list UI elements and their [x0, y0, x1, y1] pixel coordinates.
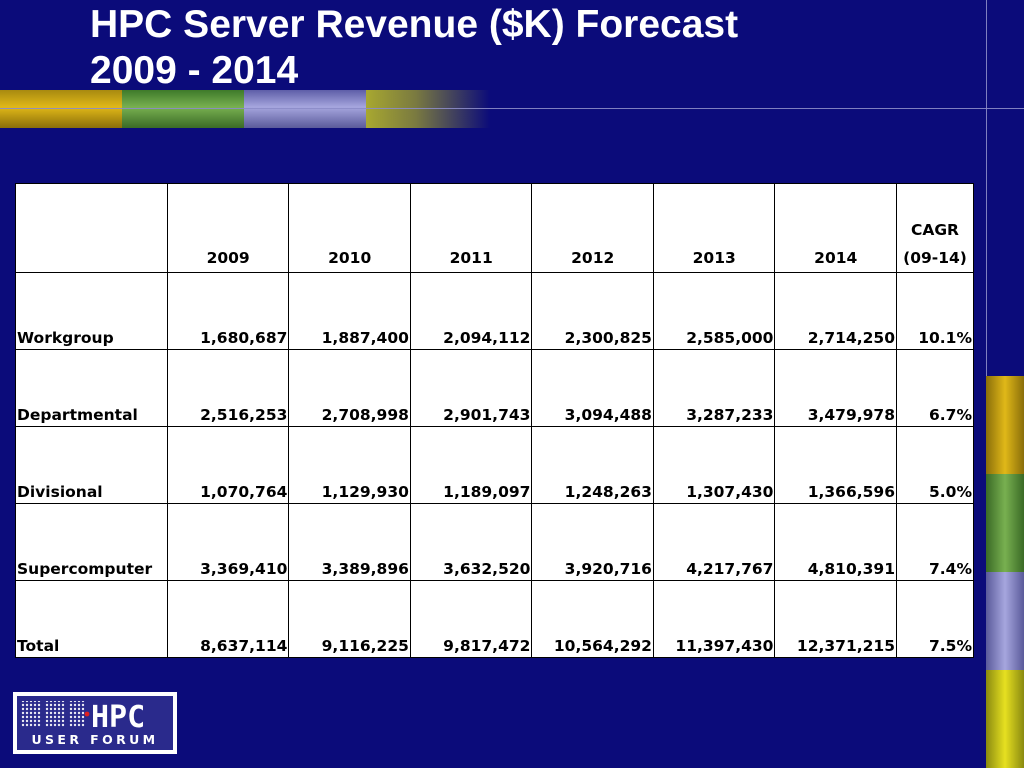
band-block-gold	[0, 90, 122, 128]
right-band-yellow	[986, 670, 1024, 768]
band-block-green	[122, 90, 244, 128]
right-band-gold	[986, 376, 1024, 474]
cagr-cell: 10.1%	[895, 272, 975, 350]
cagr-cell: 5.0%	[895, 426, 975, 504]
table-row-supercomputer: Supercomputer 3,369,410 3,389,896 3,632,…	[15, 503, 975, 581]
value-cell: 2,094,112	[409, 272, 533, 350]
row-label: Divisional	[15, 426, 168, 504]
header-cell-2009: 2009	[166, 183, 290, 273]
value-cell: 2,516,253	[166, 349, 290, 427]
cagr-cell: 7.4%	[895, 503, 975, 581]
table-header-row: 2009 2010 2011 2012 2013 2014 CAGR (09-1…	[15, 183, 975, 273]
header-cell-empty	[15, 183, 168, 273]
value-cell: 3,479,978	[774, 349, 897, 427]
value-cell: 2,300,825	[531, 272, 654, 350]
band-block-lavender	[244, 90, 366, 128]
header-cell-2013: 2013	[652, 183, 776, 273]
right-band-green	[986, 474, 1024, 572]
value-cell: 2,585,000	[652, 272, 776, 350]
value-cell: 3,369,410	[166, 503, 290, 581]
value-cell: 1,366,596	[774, 426, 897, 504]
row-label: Supercomputer	[15, 503, 168, 581]
right-band-lavender	[986, 572, 1024, 670]
row-label: Workgroup	[15, 272, 168, 350]
revenue-forecast-table: 2009 2010 2011 2012 2013 2014 CAGR (09-1…	[15, 183, 975, 658]
header-cell-2010: 2010	[288, 183, 411, 273]
value-cell: 1,070,764	[166, 426, 290, 504]
header-cell-2014: 2014	[774, 183, 897, 273]
logo-main-text: HPC	[91, 700, 145, 731]
slide-title: HPC Server Revenue ($K) Forecast 2009 - …	[90, 2, 970, 94]
value-cell: 1,307,430	[652, 426, 776, 504]
value-cell: 9,116,225	[288, 580, 411, 658]
logo-panel: HPC USER FORUM	[17, 696, 173, 750]
value-cell: 10,564,292	[531, 580, 654, 658]
value-cell: 3,389,896	[288, 503, 411, 581]
value-cell: 3,287,233	[652, 349, 776, 427]
value-cell: 4,810,391	[774, 503, 897, 581]
table-row-divisional: Divisional 1,070,764 1,129,930 1,189,097…	[15, 426, 975, 504]
title-line-1: HPC Server Revenue ($K) Forecast	[90, 3, 739, 46]
value-cell: 3,632,520	[409, 503, 533, 581]
table-row-departmental: Departmental 2,516,253 2,708,998 2,901,7…	[15, 349, 975, 427]
logo-subtitle: USER FORUM	[31, 732, 159, 747]
value-cell: 9,817,472	[409, 580, 533, 658]
value-cell: 8,637,114	[166, 580, 290, 658]
logo-dot-mark: HPC	[21, 700, 145, 731]
value-cell: 2,714,250	[774, 272, 897, 350]
value-cell: 1,887,400	[288, 272, 411, 350]
band-block-olive	[366, 90, 490, 128]
hpc-user-forum-logo: HPC USER FORUM	[13, 692, 177, 754]
table-row-workgroup: Workgroup 1,680,687 1,887,400 2,094,112 …	[15, 272, 975, 350]
value-cell: 3,920,716	[531, 503, 654, 581]
cagr-cell: 7.5%	[895, 580, 975, 658]
value-cell: 4,217,767	[652, 503, 776, 581]
value-cell: 1,248,263	[531, 426, 654, 504]
title-line-2: 2009 - 2014	[90, 49, 299, 92]
value-cell: 2,708,998	[288, 349, 411, 427]
value-cell: 3,094,488	[531, 349, 654, 427]
value-cell: 1,129,930	[288, 426, 411, 504]
value-cell: 12,371,215	[774, 580, 897, 658]
cagr-cell: 6.7%	[895, 349, 975, 427]
top-decorative-band	[0, 90, 490, 128]
value-cell: 11,397,430	[652, 580, 776, 658]
value-cell: 2,901,743	[409, 349, 533, 427]
horizontal-divider	[0, 108, 1024, 109]
header-cell-cagr: CAGR (09-14)	[895, 183, 975, 273]
header-cell-2012: 2012	[531, 183, 654, 273]
row-label: Total	[15, 580, 168, 658]
row-label: Departmental	[15, 349, 168, 427]
value-cell: 1,189,097	[409, 426, 533, 504]
header-cell-2011: 2011	[409, 183, 533, 273]
table-row-total: Total 8,637,114 9,116,225 9,817,472 10,5…	[15, 580, 975, 658]
value-cell: 1,680,687	[166, 272, 290, 350]
